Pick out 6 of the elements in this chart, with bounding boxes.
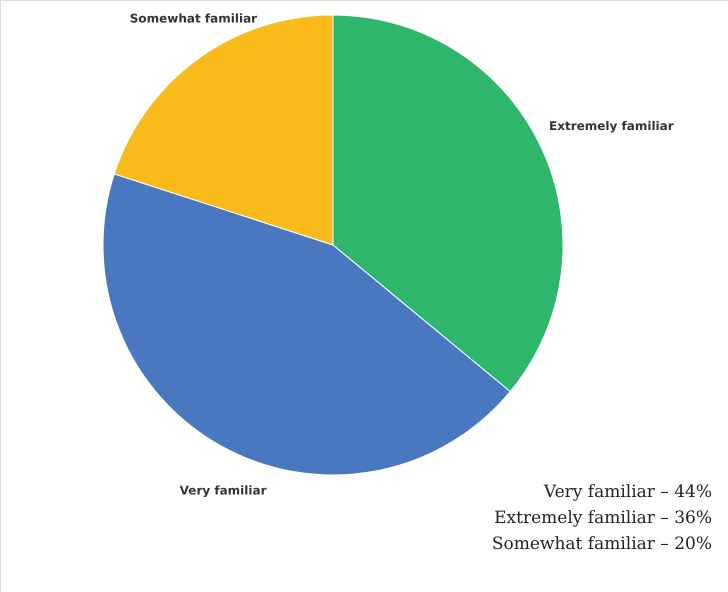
slice-label: Somewhat familiar — [130, 11, 258, 26]
slice-label: Very familiar — [180, 483, 267, 498]
text: Somewhat familiar – 20% — [492, 534, 712, 554]
text: Very familiar – 44% — [542, 482, 712, 502]
slice-label: Extremely familiar — [549, 118, 674, 133]
text: Extremely familiar – 36% — [494, 508, 712, 528]
